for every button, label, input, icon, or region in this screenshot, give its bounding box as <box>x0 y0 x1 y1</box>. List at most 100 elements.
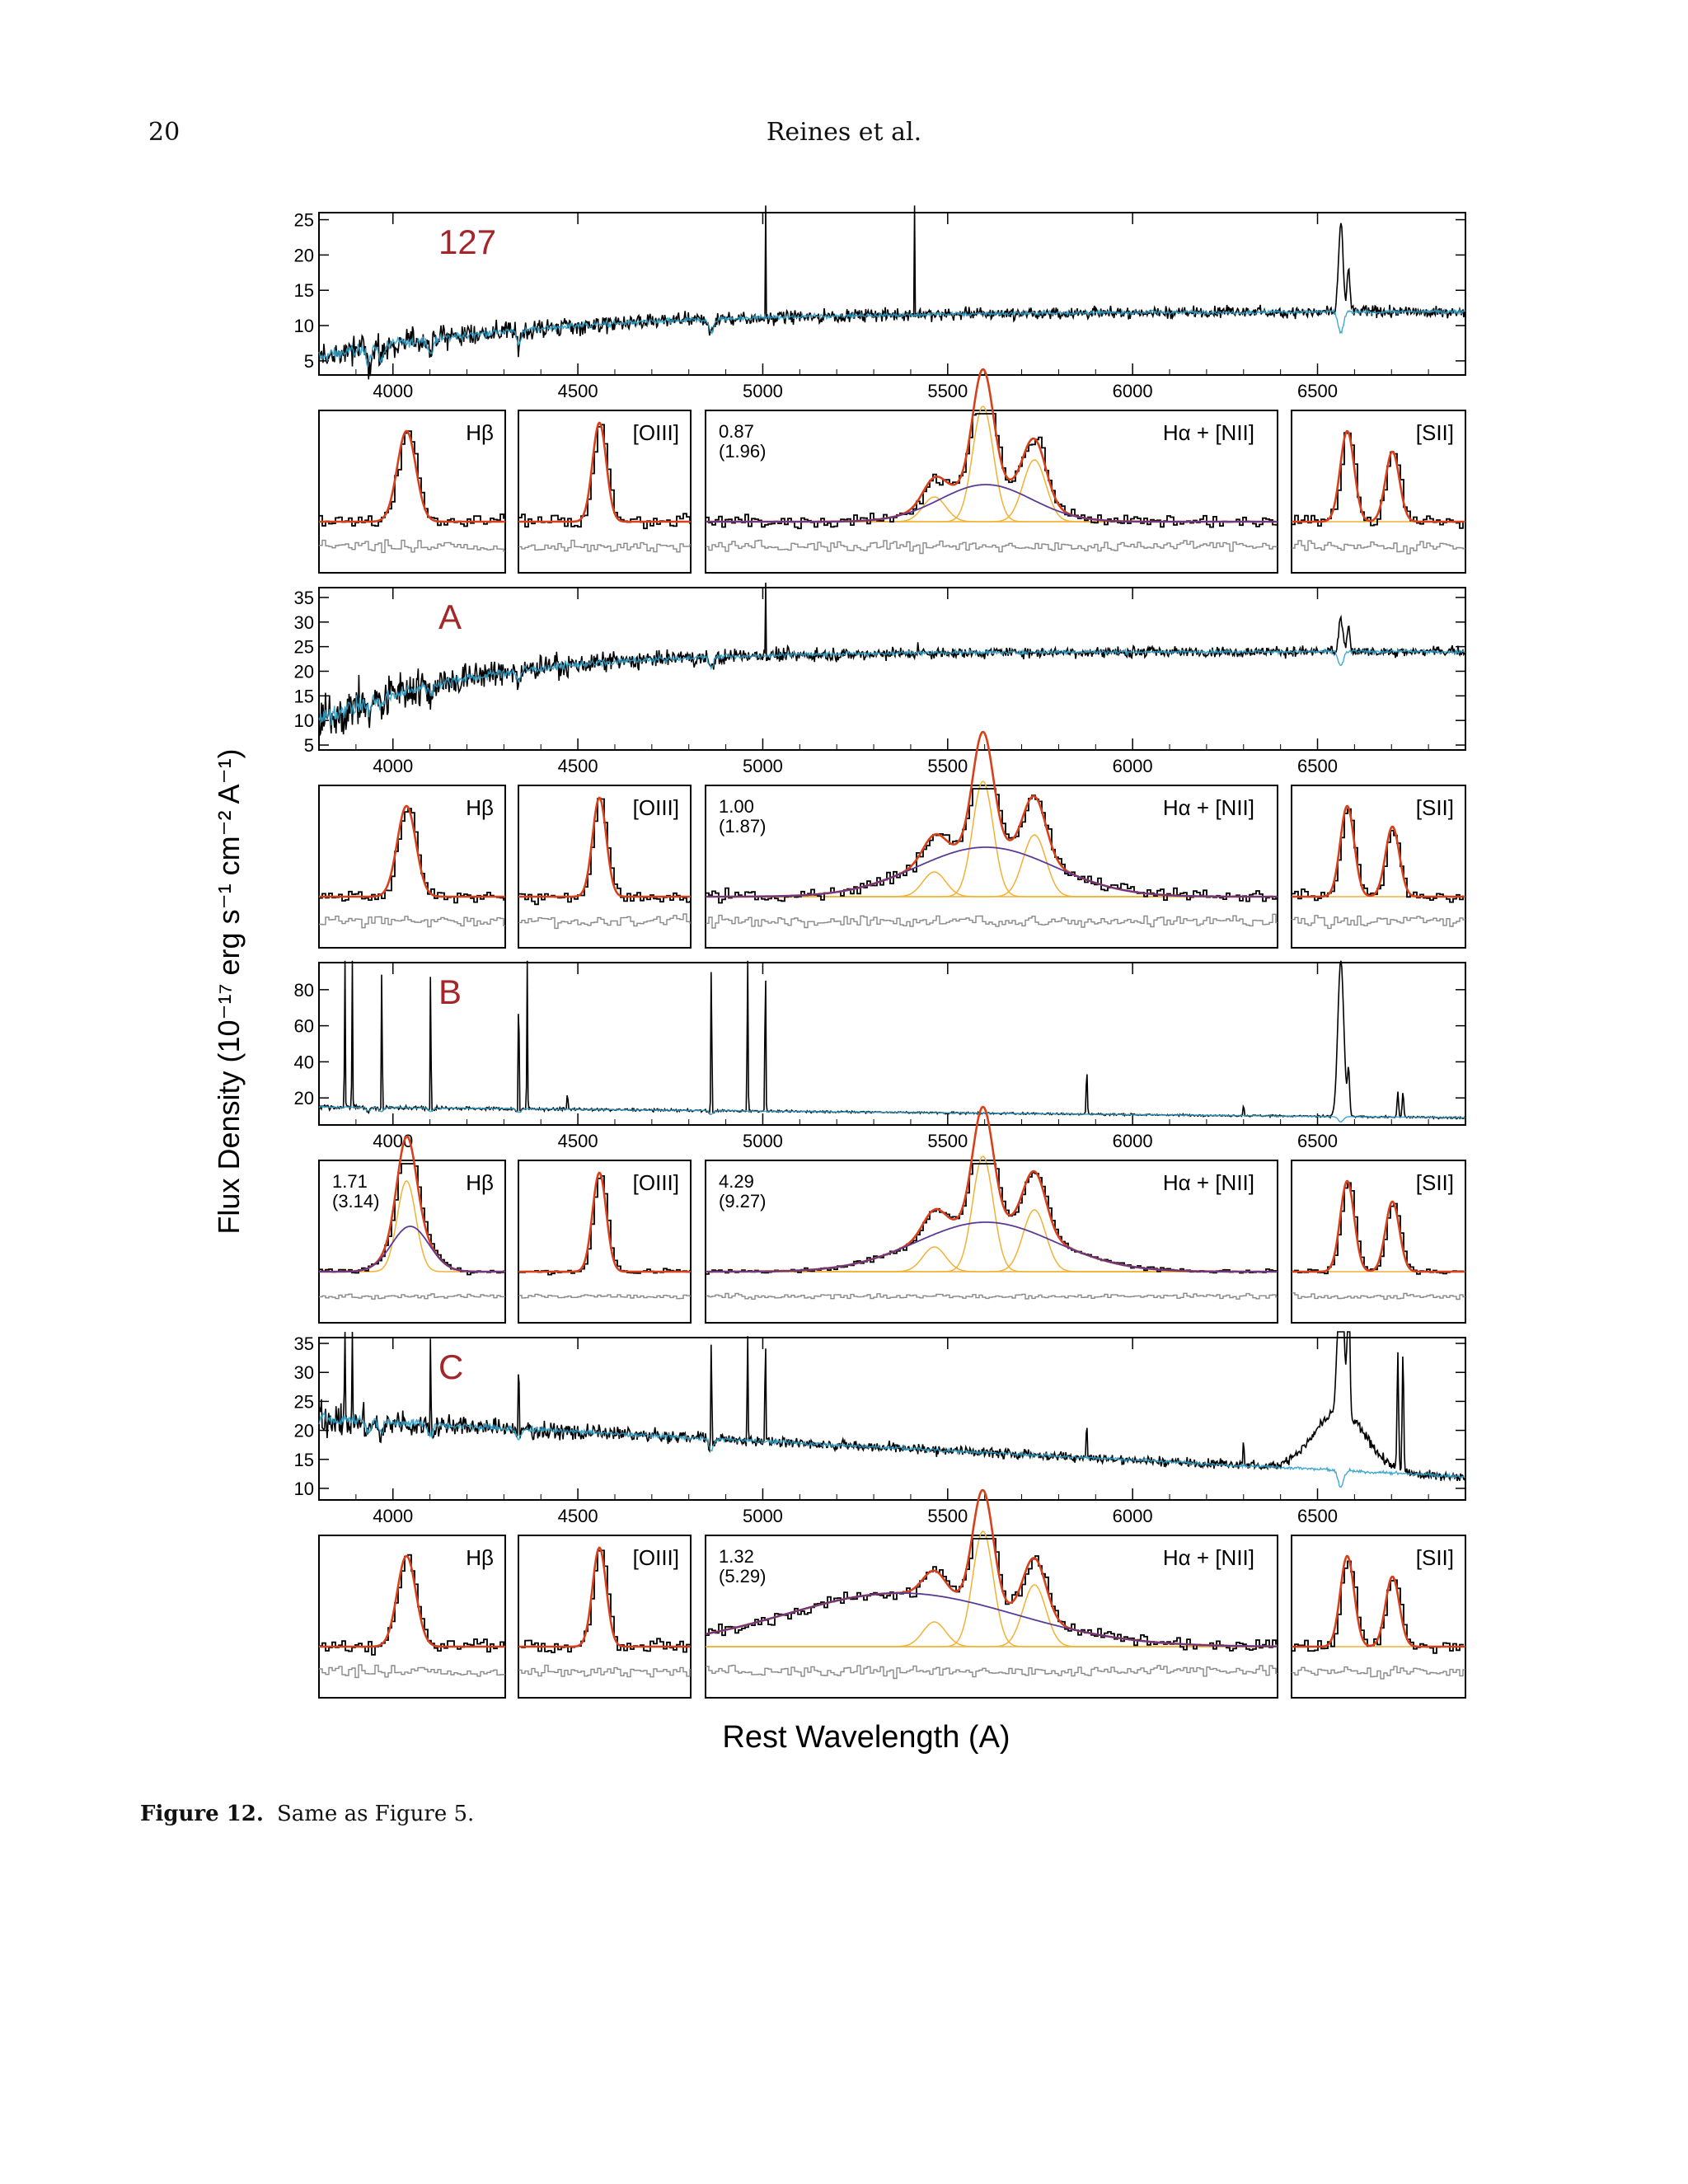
oiii-line-label: [OIII] <box>633 1170 679 1195</box>
observed-spectrum <box>318 960 1466 1120</box>
object-label: 127 <box>438 223 496 261</box>
y-tick-label: 15 <box>294 280 314 301</box>
x-tick-label: 4000 <box>373 1506 413 1526</box>
main-spectrum-frame <box>318 212 1466 376</box>
y-tick-label: 35 <box>294 588 314 608</box>
sii-observed-profile <box>1292 1560 1464 1654</box>
y-tick-label: 15 <box>294 686 314 706</box>
main-spectrum-frame <box>318 1337 1466 1501</box>
ha-luminosity-value: (1.96) <box>719 441 766 462</box>
hb-broad-component <box>319 1226 505 1272</box>
ha-broad-component <box>706 484 1278 523</box>
oiii-fit-panel <box>518 1160 692 1324</box>
ha-fwhm-value: 4.29 <box>719 1171 754 1192</box>
hb-residuals <box>319 915 505 929</box>
page-number: 20 <box>148 118 181 147</box>
object-label: C <box>438 1347 463 1386</box>
sii-line-label: [SII] <box>1416 420 1454 445</box>
x-tick-label: 6000 <box>1113 1506 1153 1526</box>
ha-fwhm-value: 1.00 <box>719 796 754 817</box>
oiii-residuals <box>518 913 691 930</box>
observed-spectrum <box>318 1331 1466 1482</box>
y-tick-label: 20 <box>294 661 314 682</box>
ha-broad-component <box>706 1221 1278 1272</box>
ha-narrow-component <box>706 871 1278 898</box>
ha-luminosity-value: (1.87) <box>719 816 766 837</box>
sii-line-label: [SII] <box>1416 1545 1454 1570</box>
oiii-residuals <box>518 1293 691 1300</box>
y-tick-label: 20 <box>294 1421 314 1441</box>
x-tick-label: 6500 <box>1297 756 1338 776</box>
ha-line-label: Hα + [NII] <box>1163 420 1254 445</box>
x-tick-label: 6500 <box>1297 1131 1338 1151</box>
hb-line-label: Hβ <box>466 795 494 820</box>
ha-residuals <box>706 539 1278 555</box>
figure-caption: Figure 12. Same as Figure 5. <box>140 1802 474 1826</box>
oiii-total-fit <box>518 1171 691 1273</box>
sii-fit-panel <box>1291 1535 1466 1699</box>
hb-fit-panel <box>318 1160 506 1324</box>
x-tick-label: 4500 <box>558 1506 598 1526</box>
sii-fit-panel <box>1291 785 1466 949</box>
ha-fit-panel <box>705 1535 1278 1699</box>
y-tick-label: 25 <box>294 637 314 658</box>
ha-narrow-component <box>706 459 1278 523</box>
caption-text: Same as Figure 5. <box>276 1802 475 1826</box>
ha-narrow-component <box>706 1209 1278 1272</box>
x-tick-label: 4500 <box>558 756 598 776</box>
sii-total-fit <box>1292 1179 1465 1273</box>
ha-narrow-component <box>706 834 1278 898</box>
oiii-line-label: [OIII] <box>633 795 679 820</box>
object-label: A <box>438 598 462 636</box>
x-tick-label: 4000 <box>373 1131 413 1151</box>
caption-label: Figure 12. <box>140 1802 264 1826</box>
hb-fwhm-value: 1.71 <box>332 1171 368 1192</box>
x-tick-label: 5500 <box>927 1506 968 1526</box>
sii-residuals <box>1292 1666 1465 1680</box>
x-axis-label: Rest Wavelength (A) <box>722 1720 1010 1755</box>
hb-line-label: Hβ <box>466 1170 494 1195</box>
x-tick-label: 4500 <box>558 381 598 401</box>
sii-residuals <box>1292 540 1465 555</box>
ha-narrow-component <box>706 1621 1278 1647</box>
observed-spectrum <box>318 582 1466 736</box>
ha-line-label: Hα + [NII] <box>1163 795 1254 820</box>
ha-residuals <box>706 1292 1278 1301</box>
y-tick-label: 20 <box>294 1088 314 1108</box>
y-tick-label: 25 <box>294 210 314 231</box>
y-tick-label: 15 <box>294 1450 314 1470</box>
y-tick-label: 30 <box>294 612 314 633</box>
hb-fit-panel <box>318 410 506 574</box>
y-tick-label: 20 <box>294 245 314 265</box>
ha-residuals <box>706 913 1278 929</box>
x-tick-label: 4500 <box>558 1131 598 1151</box>
ha-line-label: Hα + [NII] <box>1163 1545 1254 1570</box>
x-tick-label: 5000 <box>743 1131 783 1151</box>
x-tick-label: 5000 <box>743 381 783 401</box>
y-tick-label: 5 <box>304 735 314 756</box>
oiii-total-fit <box>518 796 691 898</box>
x-tick-label: 5500 <box>927 756 968 776</box>
y-tick-label: 5 <box>304 351 314 372</box>
sii-total-fit <box>1292 804 1465 898</box>
x-tick-label: 6000 <box>1113 756 1153 776</box>
oiii-fit-panel <box>518 1535 692 1699</box>
y-tick-label: 60 <box>294 1016 314 1037</box>
x-tick-label: 6000 <box>1113 1131 1153 1151</box>
oiii-total-fit <box>518 1546 691 1648</box>
hb-total-fit <box>319 804 505 898</box>
model-spectrum <box>318 647 1465 726</box>
y-tick-label: 10 <box>294 710 314 731</box>
y-tick-label: 10 <box>294 1479 314 1499</box>
oiii-fit-panel <box>518 785 692 949</box>
y-tick-label: 40 <box>294 1052 314 1072</box>
ha-observed-profile <box>706 1538 1277 1652</box>
hb-observed-profile <box>319 808 504 904</box>
object-label: B <box>438 972 462 1011</box>
ha-luminosity-value: (9.27) <box>719 1191 766 1212</box>
hb-luminosity-value: (3.14) <box>332 1191 379 1212</box>
hb-line-label: Hβ <box>466 1545 494 1570</box>
hb-total-fit <box>319 1554 505 1648</box>
sii-fit-panel <box>1291 1160 1466 1324</box>
